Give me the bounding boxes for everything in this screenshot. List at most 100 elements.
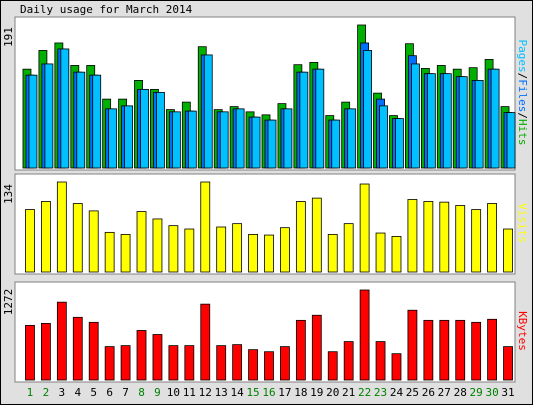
x-tick-label: 13 (215, 386, 228, 399)
bar (295, 319, 306, 381)
bar (311, 314, 322, 381)
bar (343, 341, 354, 381)
bar (264, 234, 274, 273)
x-tick-label: 23 (374, 386, 387, 399)
bar (391, 236, 402, 273)
bar (391, 353, 402, 381)
bar (426, 73, 436, 169)
x-tick-label: 21 (342, 386, 355, 399)
bar (471, 209, 482, 273)
bar (267, 119, 277, 169)
bar (248, 349, 258, 381)
bar (235, 108, 245, 169)
bar (216, 226, 227, 273)
legend: Pages/Files/Hits (516, 40, 529, 146)
bar (200, 181, 211, 273)
bar (136, 330, 147, 381)
bar (487, 318, 497, 381)
bar (343, 223, 354, 273)
legend-entry: Hits (516, 119, 529, 146)
x-tick-label: 28 (454, 386, 467, 399)
bar (347, 108, 357, 169)
bar (311, 197, 322, 273)
legend-separator: / (516, 112, 529, 119)
bar (379, 105, 388, 169)
bar (76, 71, 86, 169)
bar (458, 76, 468, 169)
x-tick-label: 6 (106, 386, 113, 399)
bar (295, 201, 306, 273)
x-tick-label: 17 (278, 386, 291, 399)
x-tick-label: 30 (485, 386, 498, 399)
x-tick-label: 26 (422, 386, 435, 399)
bar (264, 351, 274, 381)
x-tick-label: 5 (90, 386, 97, 399)
bar (439, 201, 450, 273)
bar (120, 233, 131, 273)
bar (407, 199, 418, 273)
x-tick-label: 20 (326, 386, 339, 399)
bar (120, 345, 131, 381)
legend-entry: KBytes (516, 311, 529, 351)
bar (359, 289, 370, 381)
bar (56, 181, 67, 273)
bar (232, 344, 243, 381)
bar (140, 88, 149, 169)
chart-title: Daily usage for March 2014 (20, 3, 193, 16)
bar (108, 108, 118, 169)
x-tick-label: 29 (470, 386, 483, 399)
x-tick-label: 22 (358, 386, 371, 399)
bar (72, 316, 83, 381)
bar (136, 211, 147, 273)
bar (28, 74, 38, 169)
x-tick-label: 8 (138, 386, 145, 399)
x-tick-label: 14 (231, 386, 245, 399)
y-tick-label: 1272 (2, 289, 15, 316)
bar (88, 210, 99, 273)
bar (455, 319, 466, 381)
y-tick-label: 191 (2, 27, 15, 47)
bar (60, 48, 70, 169)
x-tick-label: 10 (167, 386, 180, 399)
bar (363, 50, 373, 169)
bar (327, 351, 338, 381)
x-tick-label: 2 (43, 386, 50, 399)
x-tick-label: 15 (246, 386, 259, 399)
legend: KBytes (516, 311, 529, 351)
bar (124, 105, 133, 169)
legend: Visits (516, 203, 529, 243)
x-tick-label: 4 (74, 386, 81, 399)
bar (152, 334, 163, 381)
bar (506, 112, 516, 169)
bar (104, 346, 115, 381)
bar (375, 232, 386, 273)
bar (203, 54, 213, 169)
bar (359, 183, 370, 273)
bar (104, 231, 115, 273)
bar (44, 63, 54, 169)
bar (219, 111, 229, 169)
bar (92, 74, 102, 169)
legend-entry: Visits (516, 203, 529, 243)
bar (25, 209, 35, 273)
x-tick-label: 19 (310, 386, 323, 399)
bar (503, 346, 513, 381)
x-tick-label: 9 (154, 386, 161, 399)
bar (423, 201, 434, 273)
x-tick-label: 25 (406, 386, 419, 399)
legend-entry: Pages (516, 40, 529, 73)
x-tick-label: 27 (438, 386, 451, 399)
bar (283, 108, 293, 169)
bar (442, 73, 452, 169)
bar (25, 324, 35, 381)
bar (251, 116, 261, 169)
x-tick-label: 12 (199, 386, 212, 399)
bar (423, 319, 434, 381)
bar (168, 225, 179, 273)
bar (216, 345, 227, 381)
x-tick-label: 7 (122, 386, 129, 399)
bar (375, 341, 386, 381)
bar (168, 345, 179, 381)
bar (200, 303, 211, 381)
